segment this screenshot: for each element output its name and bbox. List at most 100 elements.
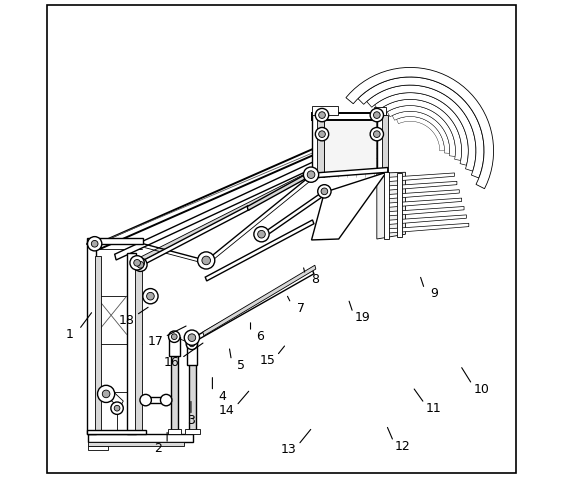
Circle shape: [315, 109, 329, 122]
Polygon shape: [135, 263, 142, 435]
Polygon shape: [374, 107, 386, 115]
Circle shape: [134, 260, 140, 266]
Polygon shape: [187, 344, 197, 365]
Polygon shape: [115, 146, 350, 260]
Circle shape: [303, 167, 319, 182]
Polygon shape: [88, 446, 108, 450]
Text: 18: 18: [119, 314, 135, 326]
Text: 10: 10: [473, 382, 490, 396]
Circle shape: [319, 131, 325, 138]
Circle shape: [373, 131, 380, 138]
Polygon shape: [168, 429, 181, 435]
Polygon shape: [377, 172, 405, 239]
Polygon shape: [392, 111, 450, 153]
Polygon shape: [397, 173, 401, 237]
Polygon shape: [203, 265, 316, 336]
Text: 4: 4: [218, 390, 226, 403]
Text: 2: 2: [154, 442, 162, 455]
Text: 7: 7: [297, 302, 305, 315]
Text: 15: 15: [260, 354, 275, 367]
Polygon shape: [324, 119, 377, 177]
Text: 3: 3: [187, 413, 195, 426]
Polygon shape: [185, 429, 199, 435]
Circle shape: [307, 171, 315, 178]
Text: 12: 12: [395, 440, 411, 453]
Polygon shape: [386, 173, 454, 182]
Circle shape: [370, 128, 383, 141]
Circle shape: [186, 338, 198, 349]
Polygon shape: [311, 172, 386, 240]
Polygon shape: [138, 206, 249, 267]
Text: 17: 17: [148, 335, 163, 348]
Text: 14: 14: [219, 404, 235, 417]
Polygon shape: [386, 206, 464, 216]
Polygon shape: [374, 93, 468, 165]
Circle shape: [111, 402, 123, 414]
Circle shape: [97, 385, 115, 402]
Polygon shape: [104, 387, 123, 408]
Circle shape: [143, 289, 158, 304]
Circle shape: [134, 258, 147, 272]
Circle shape: [318, 185, 331, 198]
Polygon shape: [346, 67, 494, 189]
Circle shape: [315, 128, 329, 141]
Polygon shape: [169, 337, 180, 356]
Polygon shape: [311, 167, 388, 178]
Circle shape: [87, 237, 102, 251]
Text: 16: 16: [164, 357, 180, 369]
Circle shape: [202, 256, 211, 265]
Polygon shape: [189, 363, 196, 430]
Circle shape: [184, 330, 199, 345]
Text: 1: 1: [65, 328, 73, 341]
Polygon shape: [386, 223, 469, 233]
Polygon shape: [367, 85, 476, 171]
Polygon shape: [95, 256, 101, 435]
Text: 9: 9: [430, 287, 438, 300]
Polygon shape: [261, 192, 323, 238]
Polygon shape: [205, 220, 314, 281]
Polygon shape: [358, 77, 484, 178]
Polygon shape: [87, 430, 146, 435]
Polygon shape: [317, 114, 324, 177]
Circle shape: [198, 252, 215, 269]
Circle shape: [160, 394, 172, 406]
Circle shape: [321, 188, 328, 195]
Polygon shape: [171, 353, 178, 430]
Polygon shape: [382, 115, 388, 172]
Polygon shape: [377, 114, 383, 172]
Circle shape: [102, 390, 110, 398]
Polygon shape: [386, 198, 462, 207]
Polygon shape: [146, 397, 167, 403]
Polygon shape: [312, 106, 338, 115]
Polygon shape: [138, 151, 351, 262]
Polygon shape: [387, 106, 455, 156]
Polygon shape: [386, 181, 457, 190]
Circle shape: [258, 230, 265, 238]
Polygon shape: [247, 173, 309, 210]
Circle shape: [146, 293, 154, 300]
Text: 8: 8: [311, 273, 319, 286]
Circle shape: [140, 394, 151, 406]
Circle shape: [319, 112, 325, 119]
Circle shape: [137, 261, 144, 268]
Polygon shape: [312, 113, 386, 120]
Polygon shape: [312, 113, 319, 177]
Circle shape: [91, 240, 98, 247]
Circle shape: [370, 109, 383, 122]
Polygon shape: [396, 117, 445, 151]
Text: 5: 5: [237, 359, 245, 372]
Polygon shape: [191, 270, 314, 343]
Circle shape: [171, 334, 177, 339]
Polygon shape: [384, 172, 388, 239]
Polygon shape: [100, 135, 346, 249]
Text: 11: 11: [426, 402, 442, 415]
Text: 13: 13: [281, 443, 297, 456]
Circle shape: [189, 341, 195, 347]
Polygon shape: [386, 215, 466, 225]
Text: 6: 6: [256, 330, 264, 343]
Circle shape: [168, 331, 180, 342]
Polygon shape: [87, 241, 96, 435]
Polygon shape: [88, 435, 193, 442]
Polygon shape: [87, 238, 143, 244]
Circle shape: [373, 112, 380, 119]
